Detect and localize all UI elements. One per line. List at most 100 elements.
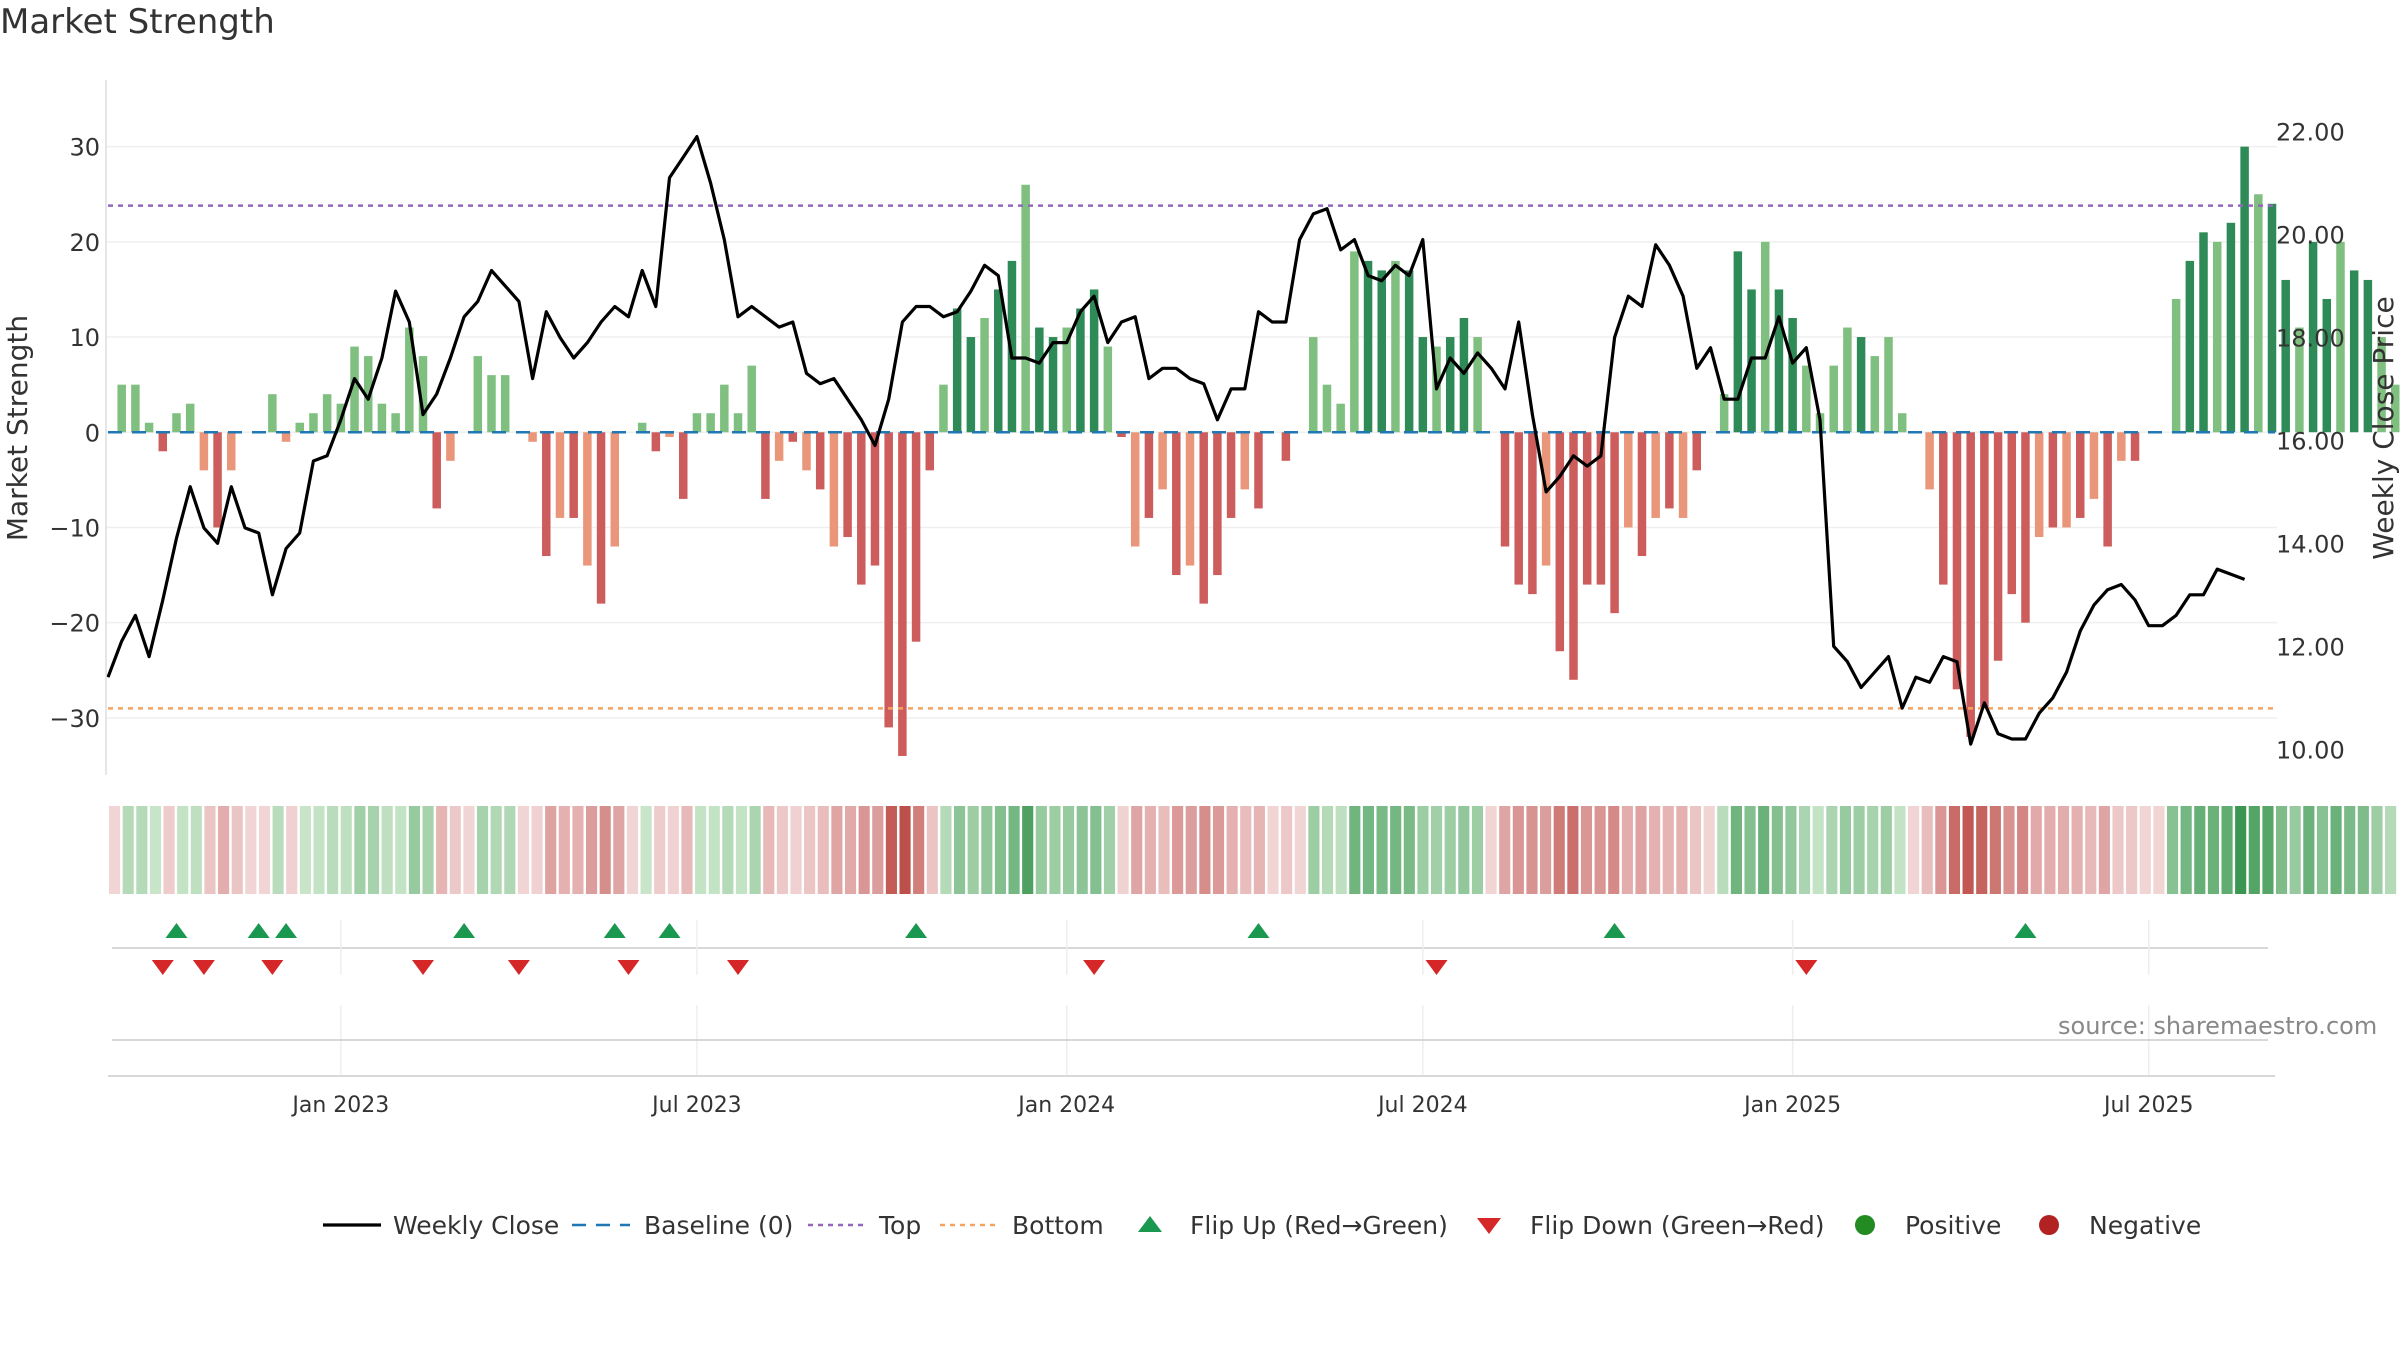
positive-bar — [295, 422, 304, 433]
strip-cell — [1758, 806, 1770, 894]
strip-cell — [1431, 806, 1443, 894]
strip-cell — [1035, 806, 1047, 894]
strip-cell — [2180, 806, 2192, 894]
strip-cell — [926, 806, 938, 894]
strip-cell — [981, 806, 993, 894]
flip-up-marker — [247, 923, 270, 938]
positive-bar — [1007, 260, 1017, 433]
negative-bar — [1939, 432, 1948, 585]
negative-bar — [898, 432, 907, 756]
positive-bar — [1076, 308, 1085, 433]
strip-cell — [1921, 806, 1933, 894]
negative-bar — [1240, 432, 1250, 490]
strip-cell — [790, 806, 802, 894]
strip-cell — [476, 806, 489, 894]
negative-bar — [610, 432, 620, 547]
positive-bar — [309, 413, 318, 433]
y-tick-label: 0 — [85, 419, 100, 447]
strip-cell — [1458, 806, 1470, 894]
strip-cell — [1853, 806, 1865, 894]
positive-bar — [1048, 337, 1058, 433]
legend-swatch — [1138, 1216, 1162, 1232]
y2-tick-label: 12.00 — [2276, 633, 2345, 661]
negative-bar — [1528, 432, 1537, 595]
legend-swatch — [2039, 1215, 2059, 1235]
positive-bar — [377, 403, 387, 433]
positive-bar — [692, 413, 702, 433]
y-tick-label: −10 — [49, 514, 100, 542]
strip-cell — [1103, 806, 1116, 894]
y2-tick-label: 14.00 — [2276, 530, 2345, 558]
strip-cell — [408, 806, 420, 894]
flip-down-marker — [151, 960, 174, 975]
x-tick-label: Jan 2023 — [290, 1093, 389, 1118]
strip-cell — [885, 806, 897, 894]
legend-swatch — [1477, 1218, 1501, 1234]
positive-bar — [1843, 327, 1852, 433]
flip-down-marker — [192, 960, 215, 975]
positive-bar — [1391, 260, 1400, 433]
strip-cell — [2166, 806, 2179, 894]
negative-bar — [1226, 432, 1236, 518]
negative-bar — [1514, 432, 1523, 585]
strip-cell — [1349, 806, 1361, 894]
strip-cell — [504, 806, 516, 894]
positive-bar — [2322, 298, 2332, 433]
strip-cell — [2098, 806, 2110, 894]
positive-bar — [322, 394, 332, 433]
positive-bar — [966, 337, 976, 433]
strip-cell — [1676, 806, 1688, 894]
strip-cell — [654, 806, 666, 894]
strip-cell — [2289, 806, 2301, 894]
negative-bar — [2007, 432, 2017, 595]
positive-bar — [2267, 203, 2277, 433]
positive-bar — [405, 327, 414, 433]
strip-cell — [613, 806, 625, 894]
negative-bar — [199, 432, 209, 471]
negative-bar — [884, 432, 893, 728]
negative-bar — [2117, 432, 2126, 461]
legend-label: Weekly Close — [393, 1211, 559, 1240]
positive-bar — [1459, 318, 1469, 433]
strip-cell — [531, 806, 543, 894]
negative-bar — [843, 432, 852, 537]
negative-bar — [2062, 432, 2071, 528]
negative-bar — [1213, 432, 1222, 576]
strip-cell — [2385, 806, 2397, 894]
strip-cell — [1144, 806, 1156, 894]
strip-cell — [1553, 806, 1565, 894]
positive-bar — [1089, 289, 1099, 433]
strip-cell — [490, 806, 502, 894]
strip-cell — [817, 806, 829, 894]
strip-cell — [122, 806, 134, 894]
strip-cell — [1499, 806, 1511, 894]
strip-cell — [1771, 806, 1783, 894]
strip-cell — [2085, 806, 2097, 894]
strip-cell — [1826, 806, 1838, 894]
positive-bar — [2363, 279, 2373, 433]
strip-cell — [2235, 806, 2247, 894]
negative-bar — [925, 432, 935, 471]
negative-bar — [678, 432, 688, 499]
negative-bar — [227, 432, 236, 471]
strip-cell — [2276, 806, 2288, 894]
negative-bar — [1500, 432, 1510, 547]
positive-bar — [2308, 241, 2318, 433]
strip-cell — [1798, 806, 1811, 894]
positive-bar — [1418, 337, 1428, 433]
positive-bar — [1445, 337, 1455, 433]
strip-cell — [967, 806, 979, 894]
weekly-close-line — [106, 135, 2246, 746]
positive-bar — [2349, 270, 2359, 433]
strip-cell — [940, 806, 952, 894]
x-tick-label: Jul 2023 — [650, 1093, 742, 1118]
x-tick-label: Jul 2024 — [1376, 1093, 1468, 1118]
positive-bar — [500, 375, 510, 433]
x-tick-label: Jul 2025 — [2102, 1093, 2194, 1118]
strip-cell — [1594, 806, 1606, 894]
strip-cell — [1253, 806, 1265, 894]
negative-bar — [1130, 432, 1140, 547]
strip-cell — [1281, 806, 1293, 894]
strip-cell — [1962, 806, 1974, 894]
